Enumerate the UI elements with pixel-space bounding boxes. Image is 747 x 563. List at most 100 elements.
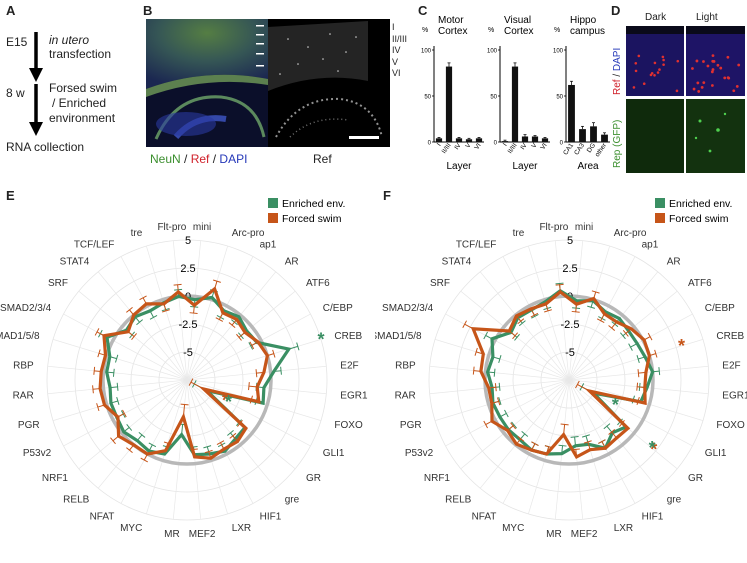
category-label: MYC [502,523,524,534]
grid-ring [428,239,710,521]
category-label: HIF1 [642,511,664,522]
error-cap [531,441,539,447]
error-cap [92,385,94,394]
dark-refdapi-image [626,26,684,96]
series-line [98,286,270,460]
error-cap [497,397,501,406]
stain-sep: / [209,152,220,166]
panel-label-b: B [143,3,153,18]
error-cap [97,349,101,358]
bar-II/III [511,66,519,142]
category-label: HIF1 [260,511,282,522]
grid-spoke [52,339,188,381]
category-label: AR [285,257,299,268]
ring-label: 5 [567,235,573,247]
error-cap [249,341,255,350]
x-tick-label: VI [473,142,482,151]
y-tick-label: 100 [553,49,564,55]
error-cap [189,312,198,314]
grid-ring [512,323,626,437]
category-label: EGR1 [722,391,747,402]
category-label: CREB [334,331,362,342]
significance-star: * [317,329,324,349]
error-cap [162,309,170,313]
x-tick-label: I [502,142,509,148]
grid-spoke [479,271,570,381]
bar-CA3 [579,129,586,142]
x-tick-label: CA3 [573,142,586,157]
y-tick-label: 100 [487,49,498,55]
error-cap [514,333,520,341]
category-label: ap1 [260,240,277,251]
error-cap [575,380,580,389]
grid-ring [158,351,216,409]
error-cap [598,439,606,444]
x-axis-label: Layer [512,161,538,172]
category-label: NRF1 [42,473,69,484]
x-tick-label: CA1 [562,142,575,157]
grid-spoke [120,256,188,381]
category-label: Arc-pro [232,228,265,239]
ring-label: -5 [565,347,575,359]
category-label: RELB [63,495,89,506]
error-cap [148,442,157,448]
bar-V [465,139,473,142]
error-cap [140,457,148,463]
bar-VI [475,138,483,142]
panel-e-radar-chart: 52.50-2.5-5miniArc-proap1ARATF6C/EBPCREB… [0,198,368,540]
category-label: NFAT [472,511,497,522]
error-cap [96,403,100,412]
error-cap [229,432,237,439]
y-tick-label: 100 [421,49,432,55]
panel-label-a: A [6,3,16,18]
error-cap [636,355,640,363]
x-tick-label: VI [539,142,548,151]
error-cap [115,354,119,363]
grid-ring [46,239,328,521]
error-cap [131,333,137,340]
ref-label: Ref [313,152,332,166]
legend-swatch [655,213,665,223]
error-cap [213,279,221,283]
category-label: SMAD1/5/8 [0,331,40,342]
scale-bar [349,136,379,139]
grid-spoke [434,339,570,381]
error-cap [560,423,569,426]
layer-label: II/III [392,33,408,44]
error-cap [296,342,300,351]
ring-label: -5 [183,347,193,359]
category-label: SRF [48,278,68,289]
category-label: FOXO [716,420,745,431]
category-label: MR [546,529,562,540]
error-cap [636,382,639,391]
grid-spoke [172,379,188,520]
grid-spoke [186,245,228,381]
stain-legend: NeuN / Ref / DAPI [150,152,247,166]
legend-swatch [268,213,278,223]
error-cap [149,315,158,320]
x-tick-label: V [464,142,473,150]
error-cap [608,429,616,435]
category-label: RAR [13,391,34,402]
panel-d-micrographs [626,26,745,173]
grid-spoke [502,256,570,381]
grid-spoke [502,379,570,504]
category-label: gre [667,495,682,506]
category-label: GR [306,473,321,484]
category-label: LXR [232,523,251,534]
grid-spoke [186,313,311,381]
error-cap [498,355,502,363]
y-tick-label: 0 [428,141,432,147]
grid-spoke [78,379,188,470]
error-cap [188,378,194,386]
row1-dapi: DAPI [612,47,623,72]
grid-spoke [63,313,188,381]
stain-dapi: DAPI [219,152,248,166]
error-cap [204,449,213,454]
error-cap [493,368,496,377]
category-label: PGR [18,420,40,431]
stain-sep: / [180,152,191,166]
col-dark-label: Dark [645,12,667,23]
error-cap [138,431,146,438]
error-cap [173,283,182,286]
